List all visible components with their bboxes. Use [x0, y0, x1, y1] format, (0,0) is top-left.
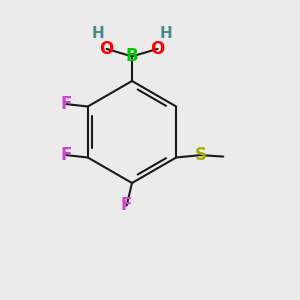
- Text: F: F: [61, 95, 72, 113]
- Text: H: H: [92, 26, 104, 41]
- Text: H: H: [160, 26, 172, 41]
- Text: B: B: [126, 47, 138, 65]
- Text: F: F: [61, 146, 72, 164]
- Text: O: O: [150, 40, 165, 58]
- Text: O: O: [99, 40, 114, 58]
- Text: F: F: [121, 196, 132, 214]
- Text: S: S: [195, 146, 207, 164]
